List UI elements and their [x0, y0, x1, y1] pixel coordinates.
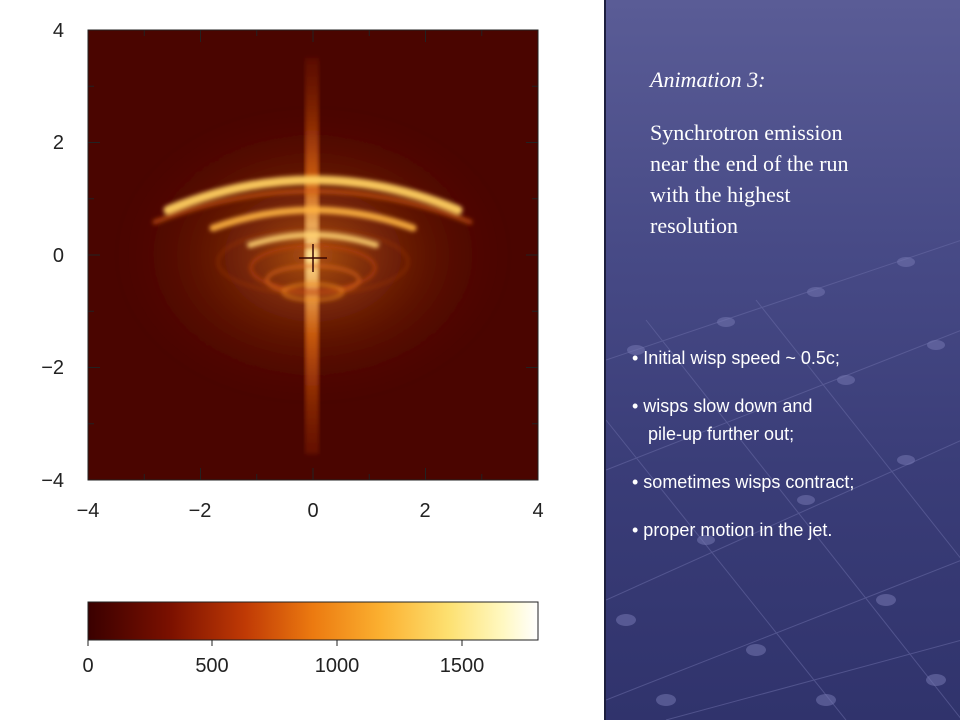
text-panel: Animation 3: Synchrotron emission near t…	[604, 0, 960, 720]
caption-title: Animation 3:	[650, 67, 766, 92]
colorbar-ticks	[87, 640, 463, 646]
bullet-text: • Initial wisp speed ~ 0.5c;	[632, 348, 840, 368]
wisp-arc-outer	[163, 175, 463, 215]
y-tick-label: −4	[41, 470, 64, 492]
wisp-arc-middle	[209, 206, 417, 232]
jet-band	[305, 58, 319, 454]
x-tick-label: −2	[189, 500, 212, 522]
wisp-arc-inner	[247, 232, 379, 248]
colorbar-tick-label: 1500	[440, 655, 485, 677]
bullet-text: • sometimes wisps contract;	[632, 472, 855, 492]
colorbar: 0 500 1000 1500	[82, 601, 539, 677]
wisp-ring-4	[217, 229, 409, 295]
bullet-item: • sometimes wisps contract;	[632, 468, 952, 496]
figure-panel: −4 −2 0 2 4 4 2 0 −2 −4	[41, 20, 544, 677]
bullet-text: • proper motion in the jet.	[632, 520, 833, 540]
colorbar-gradient	[87, 601, 539, 641]
y-tick-label: 2	[53, 132, 64, 154]
caption: Animation 3: Synchrotron emission near t…	[650, 64, 950, 241]
axis-major-ticks	[87, 29, 539, 481]
axis-minor-ticks	[88, 30, 538, 480]
bullet-text-continuation: pile-up further out;	[648, 424, 795, 444]
emission-map-plot: −4 −2 0 2 4 4 2 0 −2 −4	[41, 20, 543, 522]
colorbar-tick-label: 500	[195, 655, 228, 677]
bullet-item: • Initial wisp speed ~ 0.5c;	[632, 344, 952, 372]
bullet-list: • Initial wisp speed ~ 0.5c; • wisps slo…	[632, 344, 952, 564]
bullet-text: • wisps slow down and	[632, 396, 813, 416]
x-tick-label: −4	[77, 500, 100, 522]
colorbar-tick-label: 0	[82, 655, 93, 677]
wisp-arc-outer-halo	[152, 188, 473, 225]
pulsar-cross-marker	[299, 244, 327, 272]
y-tick-label: 4	[53, 20, 64, 42]
caption-body: Synchrotron emission near the end of the…	[650, 120, 849, 238]
x-tick-label: 2	[419, 500, 430, 522]
bullet-item: • wisps slow down and pile-up further out…	[632, 392, 952, 448]
x-tick-label: 4	[532, 500, 543, 522]
y-tick-label: 0	[53, 245, 64, 267]
x-tick-label: 0	[307, 500, 318, 522]
background-decoration	[606, 240, 960, 720]
colorbar-tick-label: 1000	[315, 655, 360, 677]
wisps	[152, 175, 473, 302]
bullet-item: • proper motion in the jet.	[632, 516, 952, 544]
y-tick-label: −2	[41, 357, 64, 379]
